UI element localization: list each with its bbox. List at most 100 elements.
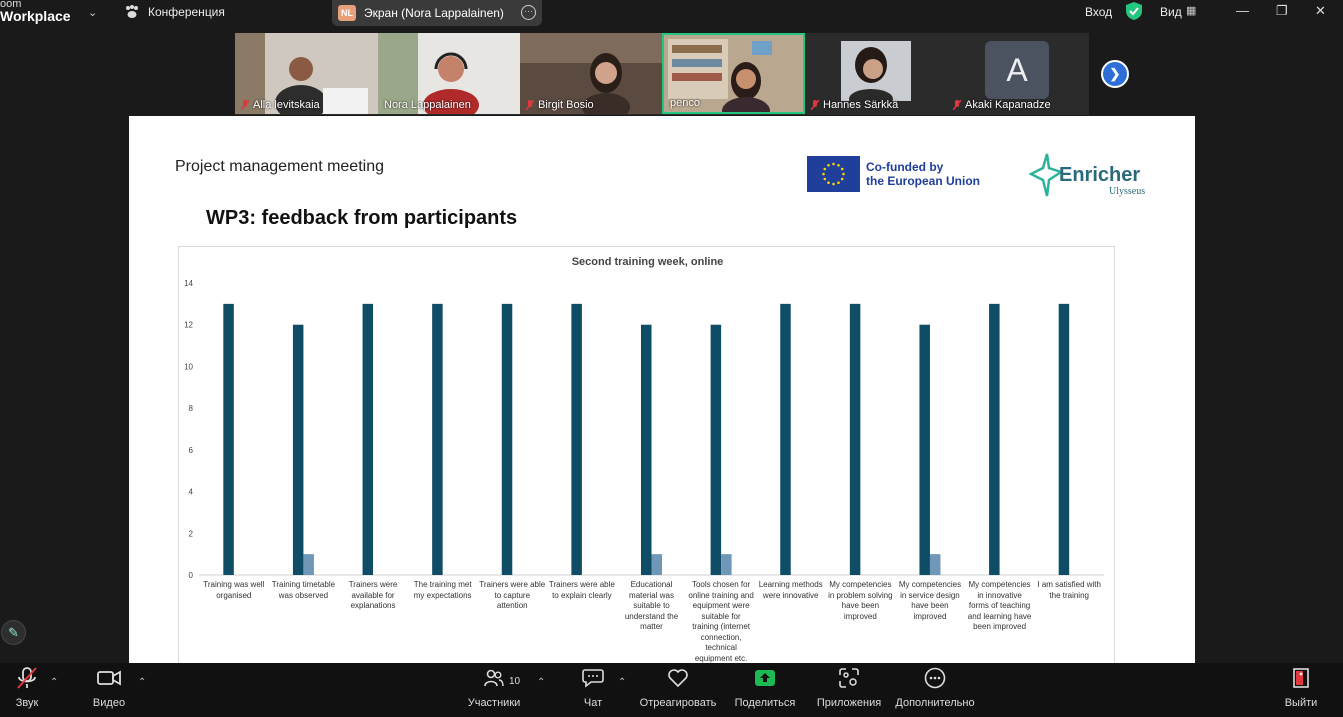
chat-button[interactable]: Чат (580, 663, 606, 717)
share-screen-button[interactable]: Поделиться (734, 663, 796, 717)
meeting-label: Конференция (148, 5, 225, 19)
bar-series-1 (223, 303, 234, 575)
bar-series-1 (1058, 303, 1070, 575)
bar-series-1 (501, 303, 513, 575)
heart-icon (668, 669, 688, 688)
bar-series-1 (362, 303, 374, 575)
paw-icon (126, 5, 138, 18)
view-button[interactable]: Вид (1160, 5, 1182, 19)
bar-series-1 (780, 303, 791, 575)
chat-label: Чат (583, 697, 603, 709)
y-tick-label: 10 (184, 362, 193, 371)
leave-button[interactable]: Выйти (1284, 663, 1318, 717)
muted-mic-icon (811, 100, 819, 110)
participant-tile[interactable]: Alla levitskaia (235, 33, 378, 114)
eu-text: Co-funded by the European Union (866, 160, 980, 188)
more-label: Дополнительно (895, 697, 975, 709)
participants-label: Участники (467, 697, 521, 709)
x-category-label: Educational material was suitable to und… (624, 580, 679, 631)
video-options-caret-icon[interactable]: ⌃ (138, 677, 147, 688)
sharer-avatar: NL (338, 5, 356, 21)
eu-flag-icon (807, 156, 860, 192)
enricher-star-icon (1029, 153, 1063, 197)
participants-count: 10 (509, 676, 521, 687)
muted-mic-icon (953, 100, 961, 110)
participant-name: penco (670, 97, 700, 109)
participant-tile[interactable]: Nora Lappalainen (378, 33, 520, 114)
security-shield-icon[interactable] (1126, 2, 1142, 20)
login-button[interactable]: Вход (1085, 5, 1113, 19)
brand-line2: Workplace (0, 8, 71, 24)
screen-share-indicator[interactable]: NL Экран (Nora Lappalainen) ··· (332, 0, 542, 26)
camera-icon (97, 670, 121, 686)
y-tick-label: 8 (189, 404, 194, 413)
brand-chevron-down-icon[interactable]: ⌄ (88, 7, 98, 19)
x-category-label: My competencies in problem solving have … (828, 580, 893, 621)
bar-series-2 (721, 554, 732, 575)
eu-cofunded-logo: Co-funded by the European Union (807, 156, 980, 192)
participant-tile[interactable]: Hannes Särkkä (805, 33, 947, 114)
react-label: Отреагировать (639, 697, 717, 709)
participants-options-caret-icon[interactable]: ⌃ (537, 677, 546, 688)
x-category-label: Training was well organised (203, 580, 265, 600)
close-icon[interactable]: ✕ (1315, 3, 1326, 18)
participants-button[interactable]: Участники (466, 663, 522, 717)
chart-canvas: 0 2 4 6 8 10 12 14 (184, 279, 1104, 580)
bar-series-1 (432, 303, 443, 575)
share-label: Экран (Nora Lappalainen) (364, 6, 504, 20)
y-tick-label: 12 (184, 321, 193, 330)
x-category-label: Trainers were available for explanations (348, 580, 398, 610)
meeting-toolbar: Звук ⌃ Видео ⌃ Участники 10 ⌃ Чат ⌃ Отре… (0, 663, 1343, 717)
participant-name: Akaki Kapanadze (953, 99, 1051, 111)
react-button[interactable]: Отреагировать (638, 663, 718, 717)
x-category-label: Trainers were able to explain clearly (548, 580, 615, 600)
audio-options-caret-icon[interactable]: ⌃ (50, 677, 59, 688)
leave-label: Выйти (1284, 697, 1318, 709)
chat-options-caret-icon[interactable]: ⌃ (618, 677, 627, 688)
share-options-icon[interactable]: ··· (521, 5, 536, 20)
participant-tile[interactable]: A Akaki Kapanadze (947, 33, 1089, 114)
more-button[interactable]: Дополнительно (895, 663, 975, 717)
x-category-label: Tools chosen for online training and equ… (688, 580, 754, 663)
more-icon (924, 667, 946, 689)
y-tick-label: 4 (189, 488, 194, 497)
muted-mic-icon (241, 100, 249, 110)
bar-chart: 0 2 4 6 8 10 12 14 Second training week, online… (178, 246, 1115, 663)
bar-series-1 (641, 324, 652, 575)
shared-screen-slide: Project management meeting Co-funded by … (129, 116, 1195, 663)
enricher-wordmark: Enricher (1059, 164, 1141, 186)
minimize-icon[interactable]: — (1236, 3, 1249, 18)
bar-series-1 (292, 324, 304, 575)
bar-series-2 (303, 554, 314, 575)
x-category-label: The training met my expectations (413, 580, 472, 600)
y-tick-label: 14 (184, 279, 193, 288)
participant-video (664, 35, 803, 112)
meeting-info-button[interactable]: Конференция (124, 5, 225, 19)
participant-tile-active-speaker[interactable]: penco (662, 33, 805, 114)
y-tick-label: 2 (189, 529, 194, 538)
participant-name: Nora Lappalainen (384, 99, 471, 111)
audio-label: Звук (15, 697, 39, 709)
chat-icon (582, 669, 604, 688)
apps-button[interactable]: Приложения (815, 663, 883, 717)
participant-video (520, 33, 662, 114)
participant-avatar: A (985, 41, 1049, 99)
restore-icon[interactable]: ❐ (1276, 3, 1288, 18)
audio-button[interactable]: Звук (12, 663, 42, 717)
participant-tile[interactable]: Birgit Bosio (520, 33, 662, 114)
bar-series-1 (989, 303, 1000, 575)
video-button[interactable]: Видео (90, 663, 128, 717)
share-screen-icon (755, 670, 775, 686)
x-category-label: I am satisfied with the training (1037, 580, 1101, 600)
bar-series-1 (919, 324, 930, 575)
participant-video (805, 33, 947, 114)
view-grid-icon[interactable]: ▦ (1186, 5, 1197, 17)
top-bar: oom Workplace ⌄ Конференция NL Экран (No… (0, 0, 1343, 28)
bar-series-1 (710, 324, 722, 575)
chart-title: Second training week, online (571, 256, 724, 268)
gallery-next-icon[interactable]: ❯ (1101, 60, 1129, 88)
participant-name: Birgit Bosio (526, 99, 594, 111)
annotate-pen-icon[interactable]: ✎ (1, 620, 26, 645)
share-label: Поделиться (734, 697, 796, 709)
bar-series-2 (651, 554, 662, 575)
